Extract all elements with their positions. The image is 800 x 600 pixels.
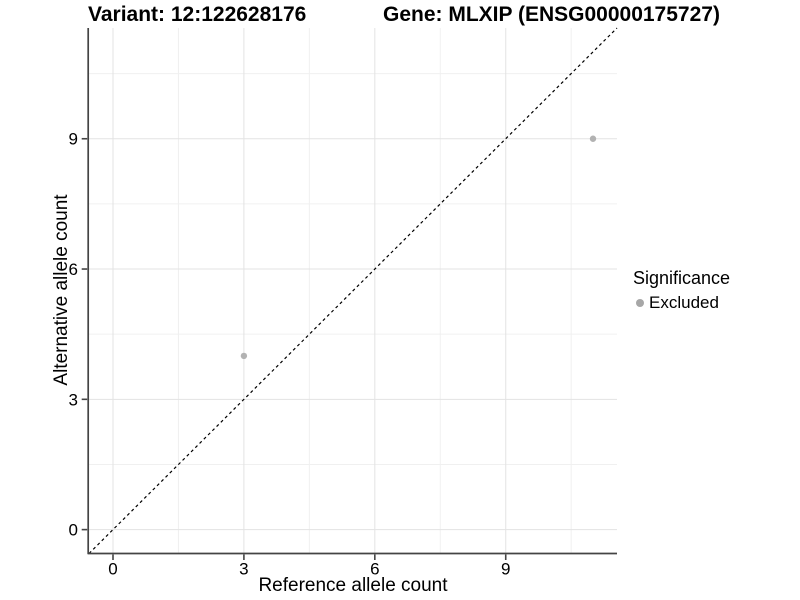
y-tick-label: 0	[69, 521, 78, 540]
x-tick-label: 9	[501, 560, 510, 579]
plot-title-variant: Variant: 12:122628176	[88, 3, 307, 26]
legend-point-icon	[636, 299, 644, 307]
data-point	[240, 352, 248, 360]
legend-item-excluded: Excluded	[633, 293, 798, 313]
identity-dashed-line	[88, 27, 618, 554]
plot-title-gene: Gene: MLXIP (ENSG00000175727)	[383, 3, 720, 26]
x-tick-label: 6	[370, 560, 379, 579]
y-tick-label: 9	[69, 130, 78, 149]
y-axis-title: Alternative allele count	[51, 194, 72, 386]
data-point	[589, 135, 597, 142]
legend: Significance Excluded	[633, 268, 798, 313]
legend-item-label: Excluded	[649, 293, 719, 312]
y-tick-label: 6	[69, 260, 78, 279]
x-tick-label: 3	[239, 560, 248, 579]
y-tick-label: 3	[69, 390, 78, 409]
x-tick-label: 0	[108, 560, 117, 579]
x-axis-title: Reference allele count	[258, 575, 448, 596]
legend-title: Significance	[633, 268, 731, 288]
